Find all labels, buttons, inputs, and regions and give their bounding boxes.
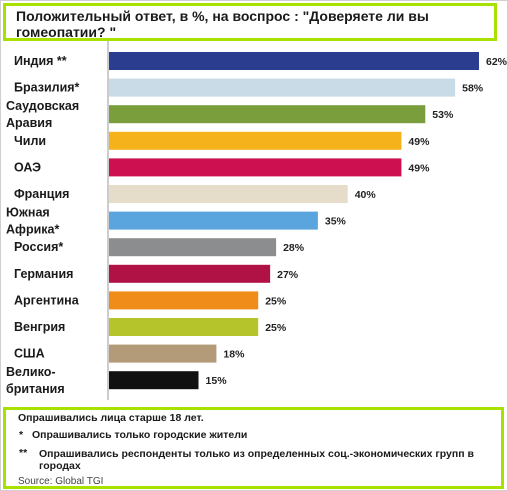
bar-chart: 62% Индия ** 58% Бразилия* 53% Саудовская Арав… (6, 40, 508, 400)
footnotes-box: Опрашивались лица старше 18 лет. * Опраш… (3, 407, 504, 489)
bar-7 (109, 238, 277, 257)
value-label-6: 35% (325, 216, 347, 228)
bar-6 (109, 211, 318, 230)
category-label-7: Россия* (14, 240, 63, 254)
title-box: Положительный ответ, в %, на воспрос : "… (3, 3, 497, 41)
category-label-3: Чили (14, 134, 46, 148)
bar-4 (109, 158, 402, 177)
value-label-3: 49% (408, 136, 430, 148)
bar-3 (109, 131, 402, 150)
category-label-10: Венгрия (14, 320, 65, 334)
bar-0 (109, 52, 479, 70)
value-label-2: 53% (432, 109, 454, 121)
value-label-10: 25% (265, 322, 287, 334)
bar-2 (109, 105, 426, 124)
category-label-5: Франция (14, 187, 69, 201)
value-label-5: 40% (355, 189, 377, 201)
value-label-8: 27% (277, 269, 299, 281)
bar-5 (109, 185, 348, 203)
footnote-mark-single: * (19, 429, 24, 441)
category-label-1: Бразилия* (14, 81, 80, 95)
value-label-1: 58% (462, 83, 484, 95)
value-label-4: 49% (408, 162, 430, 174)
chart-title: Положительный ответ, в %, на воспрос : "… (16, 8, 429, 40)
category-label-6: Южная Африка* (6, 206, 59, 237)
category-label-9: Аргентина (14, 293, 80, 307)
footnote-mark-double: ** (19, 447, 28, 459)
value-label-9: 25% (265, 295, 287, 307)
value-label-12: 15% (206, 375, 228, 387)
category-label-2: Саудовская Аравия (6, 99, 79, 130)
source-note: Source: Global TGI (18, 476, 104, 487)
bar-8 (109, 264, 271, 283)
value-label-7: 28% (283, 242, 305, 254)
bar-9 (109, 291, 259, 310)
bar-10 (109, 318, 259, 336)
category-label-12: Велико-британия (6, 365, 65, 396)
value-label-0: 62% (486, 56, 508, 68)
category-label-8: Германия (14, 267, 73, 281)
value-label-11: 18% (223, 349, 245, 361)
footnote-groups: Опрашивались респонденты только из опред… (39, 448, 474, 472)
bar-1 (109, 78, 456, 97)
category-label-11: США (14, 347, 45, 361)
bar-11 (109, 344, 217, 363)
footnote-age: Опрашивались лица старше 18 лет. (18, 412, 204, 424)
footnote-urban: Опрашивались только городские жители (32, 429, 248, 441)
bar-12 (109, 371, 199, 390)
category-label-0: Индия ** (14, 54, 67, 68)
category-label-4: ОАЭ (14, 160, 41, 174)
